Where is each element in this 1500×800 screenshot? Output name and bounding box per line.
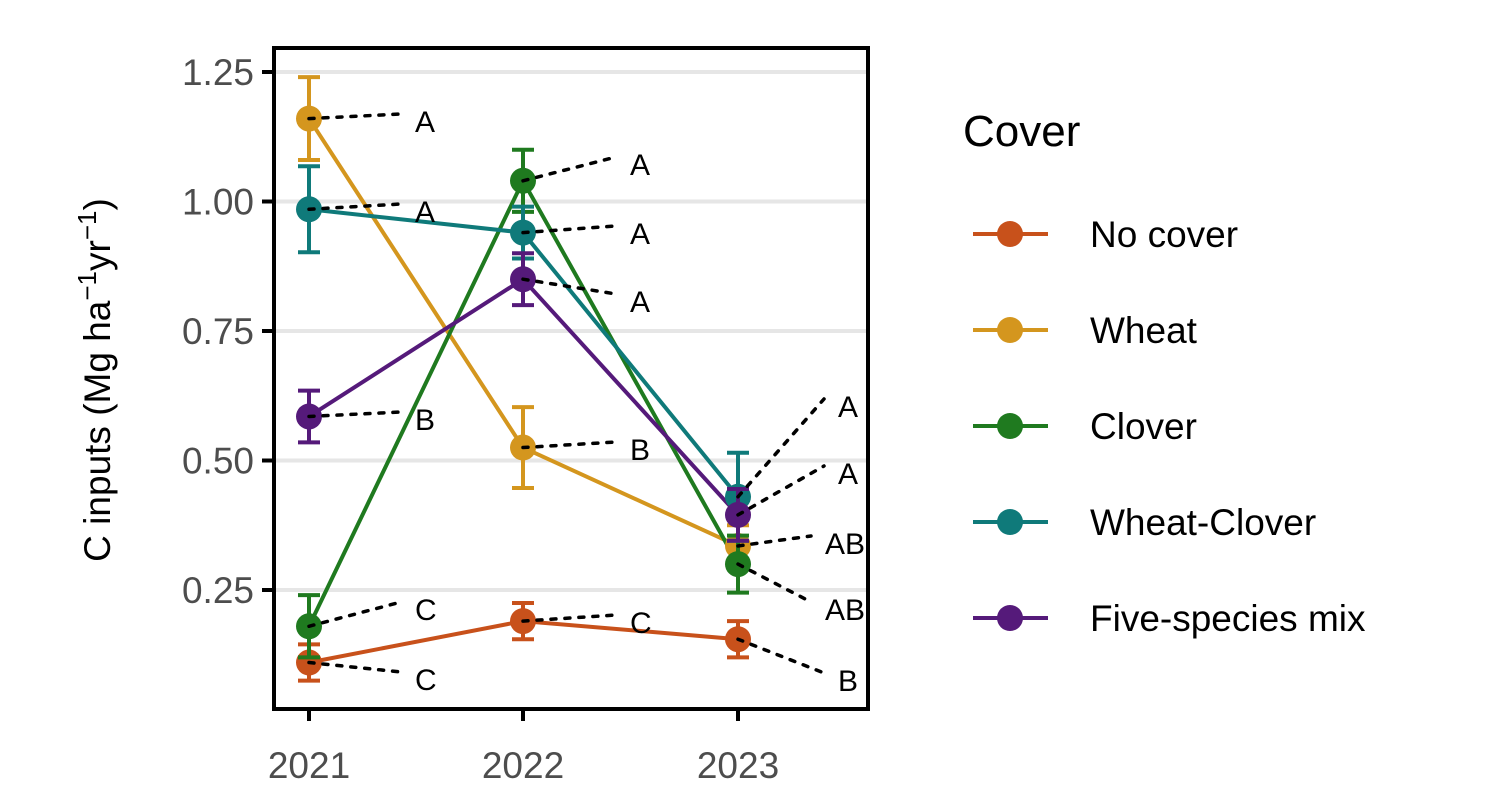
connector-no-cover (736, 637, 826, 675)
y-tick-label: 1.00 (182, 182, 254, 223)
y-axis-title: C inputs (Mg ha−1yr−1) (72, 198, 118, 562)
connector-five-species-mix (736, 464, 826, 517)
sig-letter-no-cover: C (415, 664, 437, 697)
connector-clover (736, 562, 813, 604)
legend-key-point-clover (997, 413, 1023, 439)
y-axis-title-superscript-2: −1 (72, 211, 102, 241)
legend-key-point-wheat-clover (997, 509, 1023, 535)
connector-wheat (307, 112, 403, 121)
sig-letter-no-cover: B (838, 665, 858, 698)
legend-title: Cover (963, 107, 1080, 156)
legend-label-wheat: Wheat (1090, 310, 1198, 351)
y-axis-title-end: ) (77, 198, 118, 210)
y-tick-label: 0.25 (182, 570, 254, 611)
sig-letter-clover: AB (825, 594, 865, 627)
y-axis: 0.25 0.50 0.75 1.00 1.25 (182, 52, 274, 611)
legend: Cover No cover Wheat Clover Wheat-Clover Fiv… (963, 107, 1366, 639)
y-axis-title-mid: yr (77, 240, 118, 271)
connector-wheat-clover (307, 202, 403, 212)
connector-clover (307, 600, 403, 629)
x-axis: 2021 2022 2023 (268, 709, 779, 786)
connector-wheat-clover (521, 224, 618, 235)
plot-panel-border (272, 46, 870, 711)
sig-letter-no-cover: C (630, 607, 652, 640)
legend-label-wheat-clover: Wheat-Clover (1090, 502, 1316, 543)
sig-letter-clover: C (415, 594, 437, 627)
connector-wheat-clover (736, 397, 826, 499)
sig-letter-five-species-mix: B (415, 404, 435, 437)
sig-letter-clover: A (630, 149, 650, 182)
y-axis-title-superscript-1: −1 (72, 271, 102, 301)
connector-wheat (521, 440, 618, 450)
x-tick-label: 2023 (697, 745, 779, 786)
y-tick-label: 1.25 (182, 52, 254, 93)
sig-letter-wheat: AB (825, 528, 865, 561)
sig-letter-wheat: B (630, 434, 650, 467)
connector-five-species-mix (521, 277, 618, 296)
x-tick-label: 2021 (268, 745, 350, 786)
legend-label-clover: Clover (1090, 406, 1197, 447)
connector-clover (521, 155, 618, 183)
legend-label-five-species-mix: Five-species mix (1090, 598, 1366, 639)
sig-letter-wheat-clover: A (630, 218, 650, 251)
legend-key-point-five-species-mix (997, 605, 1023, 631)
connector-no-cover (307, 660, 403, 674)
connector-five-species-mix (307, 410, 403, 419)
y-tick-label: 0.75 (182, 311, 254, 352)
sig-letter-five-species-mix: A (838, 458, 858, 491)
connector-wheat (736, 534, 813, 548)
x-tick-label: 2022 (482, 745, 564, 786)
y-tick-label: 0.50 (182, 441, 254, 482)
connector-no-cover (521, 613, 618, 623)
sig-letter-five-species-mix: A (630, 286, 650, 319)
legend-label-no-cover: No cover (1090, 214, 1238, 255)
sig-letter-wheat-clover: A (415, 196, 435, 229)
legend-key-point-wheat (997, 317, 1023, 343)
sig-letter-wheat-clover: A (838, 391, 858, 424)
sig-letter-wheat: A (415, 106, 435, 139)
legend-key-point-no-cover (997, 221, 1023, 247)
